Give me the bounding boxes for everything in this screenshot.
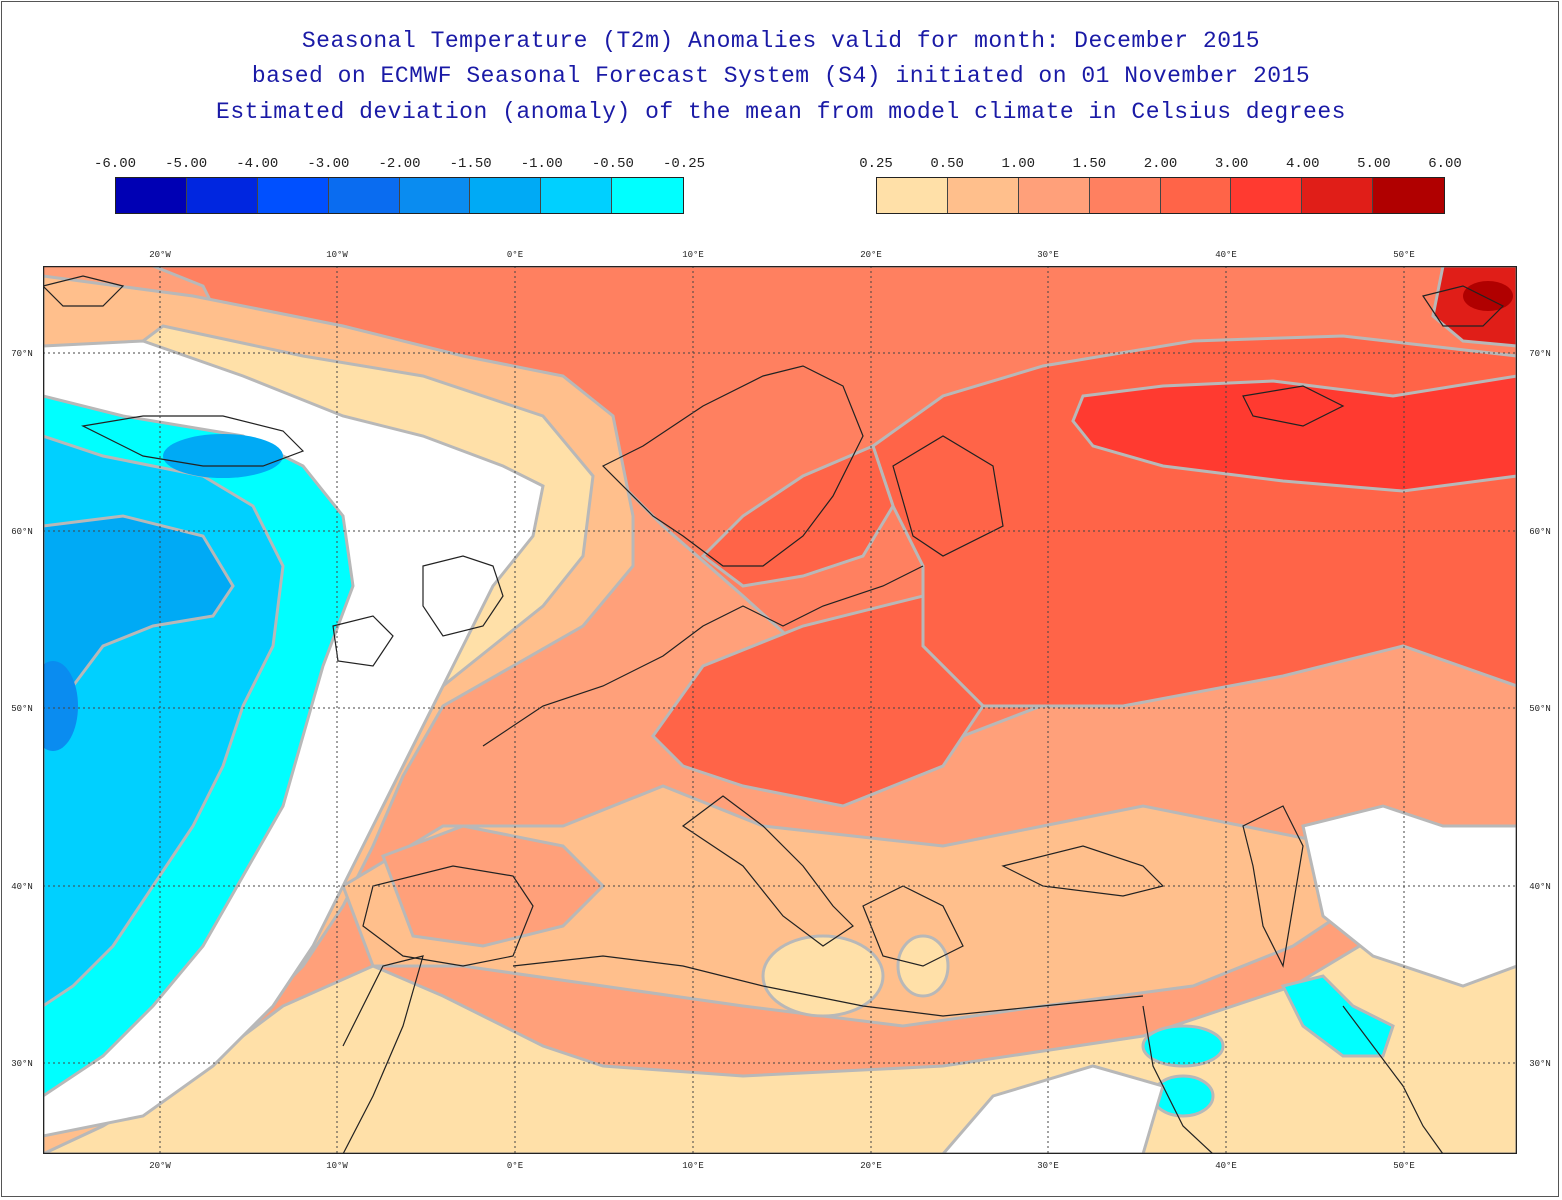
- region-egypt-cyan: [1141, 1024, 1225, 1068]
- region-arabia-cyan: [1151, 1074, 1215, 1118]
- legend-positive-label-7: 5.00: [1357, 156, 1391, 172]
- legend-positive-swatch-3: [1089, 178, 1161, 213]
- legend-positive-swatch-5: [1231, 178, 1303, 213]
- legend-positive-label-0: 0.25: [859, 156, 893, 172]
- legend-positive-label-3: 1.50: [1072, 156, 1107, 172]
- region-urals-hot: [1071, 374, 1517, 493]
- legend-positive-label-4: 2.00: [1143, 156, 1178, 172]
- legend-positive-swatch-7: [1373, 178, 1444, 213]
- legend-negative-swatch-6: [541, 178, 613, 213]
- region-sahara-neutral: [941, 1064, 1165, 1154]
- legend-negative-swatch-0: [116, 178, 187, 213]
- legend-negative-label-1: -5.00: [165, 156, 208, 172]
- legend-negative-label-4: -2.00: [378, 156, 421, 172]
- legend-negative-swatch-7: [612, 178, 683, 213]
- region-caspian-neutral: [1301, 804, 1517, 988]
- map-border: [43, 266, 1517, 1154]
- legend-negative-label-5: -1.50: [449, 156, 492, 172]
- legend-positive-swatch-0: [877, 178, 948, 213]
- anomaly-map: [43, 266, 1517, 1154]
- legend-negative-label-8: -0.25: [662, 156, 706, 172]
- legend-positive-swatch-1: [947, 178, 1019, 213]
- coastlines: [43, 275, 1505, 1154]
- region-scandinavia-core: [700, 443, 895, 588]
- legend-negative-label-2: -4.00: [236, 156, 279, 172]
- region-europe-core: [651, 594, 985, 808]
- legend-negative-swatch-5: [470, 178, 542, 213]
- legend-negative-swatch-1: [186, 178, 258, 213]
- legend-positive-label-2: 1.00: [1001, 156, 1036, 172]
- legend-negative-swatch-4: [399, 178, 471, 213]
- graticule: [43, 266, 1517, 1154]
- title-line-1: Seasonal Temperature (T2m) Anomalies val…: [301, 28, 1261, 54]
- region-far-ne-hottest: [1463, 281, 1513, 311]
- legend-positive-colorbar: [876, 177, 1445, 214]
- legend-positive-swatch-4: [1160, 178, 1232, 213]
- legend-negative-swatch-2: [257, 178, 329, 213]
- legend-positive-swatch-2: [1018, 178, 1090, 213]
- legend-positive-label-1: 0.50: [930, 156, 964, 172]
- title-line-2: based on ECMWF Seasonal Forecast System …: [251, 63, 1311, 89]
- region-atlantic-core: [43, 661, 78, 751]
- legend-negative-label-6: -1.00: [520, 156, 563, 172]
- legend-positive-label-6: 4.00: [1285, 156, 1320, 172]
- legend-negative-swatch-3: [328, 178, 400, 213]
- region-adriatic-pale: [761, 934, 885, 1018]
- legend-negative-label-7: -0.50: [591, 156, 634, 172]
- legend-positive-label-5: 3.00: [1214, 156, 1249, 172]
- region-iceland-cool: [163, 434, 283, 478]
- legend-negative-colorbar: [115, 177, 684, 214]
- legend-positive-swatch-6: [1302, 178, 1374, 213]
- title-line-3: Estimated deviation (anomaly) of the mea…: [216, 99, 1346, 125]
- legend-negative-label-3: -3.00: [307, 156, 350, 172]
- legend-negative-label-0: -6.00: [93, 156, 137, 172]
- legend-positive-label-8: 6.00: [1428, 156, 1462, 172]
